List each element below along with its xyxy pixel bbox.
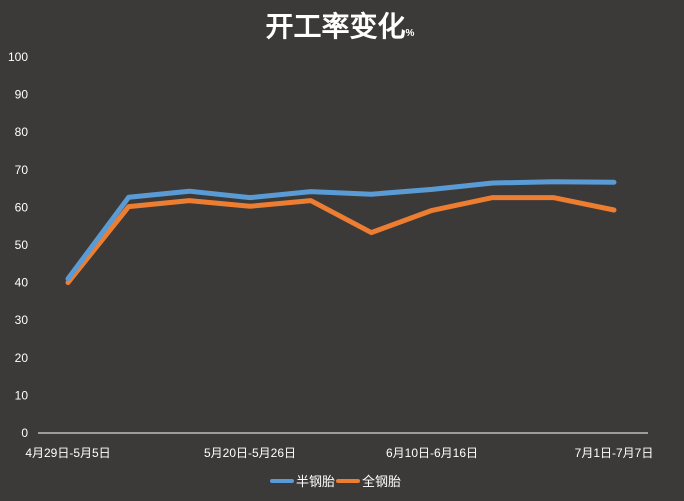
y-tick-label: 40 (15, 276, 29, 290)
legend-label: 半钢胎 (296, 474, 335, 489)
series-line (65, 179, 617, 282)
x-tick-label: 4月29日-5月5日 (25, 446, 110, 460)
x-tick-label: 5月20日-5月26日 (204, 446, 296, 460)
y-tick-label: 50 (15, 238, 29, 252)
legend-label: 全钢胎 (362, 474, 401, 489)
chart-title-unit: % (406, 28, 415, 39)
x-axis-ticks: 4月29日-5月5日 5月20日-5月26日 6月10日-6月16日 7月1日-7月7… (25, 446, 653, 460)
series-layer (65, 179, 617, 286)
y-tick-label: 30 (15, 313, 29, 327)
y-tick-label: 20 (15, 351, 29, 365)
y-tick-label: 60 (15, 200, 29, 214)
y-tick-label: 80 (15, 125, 29, 139)
y-axis-ticks: 0 10 20 30 40 50 60 70 80 90 100 (8, 50, 28, 440)
y-tick-label: 90 (15, 88, 29, 102)
series-line (65, 195, 617, 286)
chart-title-group: 开工率变化% (266, 10, 415, 42)
chart-title: 开工率变化 (266, 10, 406, 42)
x-tick-label: 6月10日-6月16日 (386, 446, 478, 460)
y-tick-label: 70 (15, 163, 29, 177)
x-tick-label: 7月1日-7月7日 (575, 446, 654, 460)
legend: 半钢胎 全钢胎 (270, 474, 401, 489)
y-tick-label: 10 (15, 388, 29, 402)
y-tick-label: 0 (21, 426, 28, 440)
y-tick-label: 100 (8, 50, 28, 64)
